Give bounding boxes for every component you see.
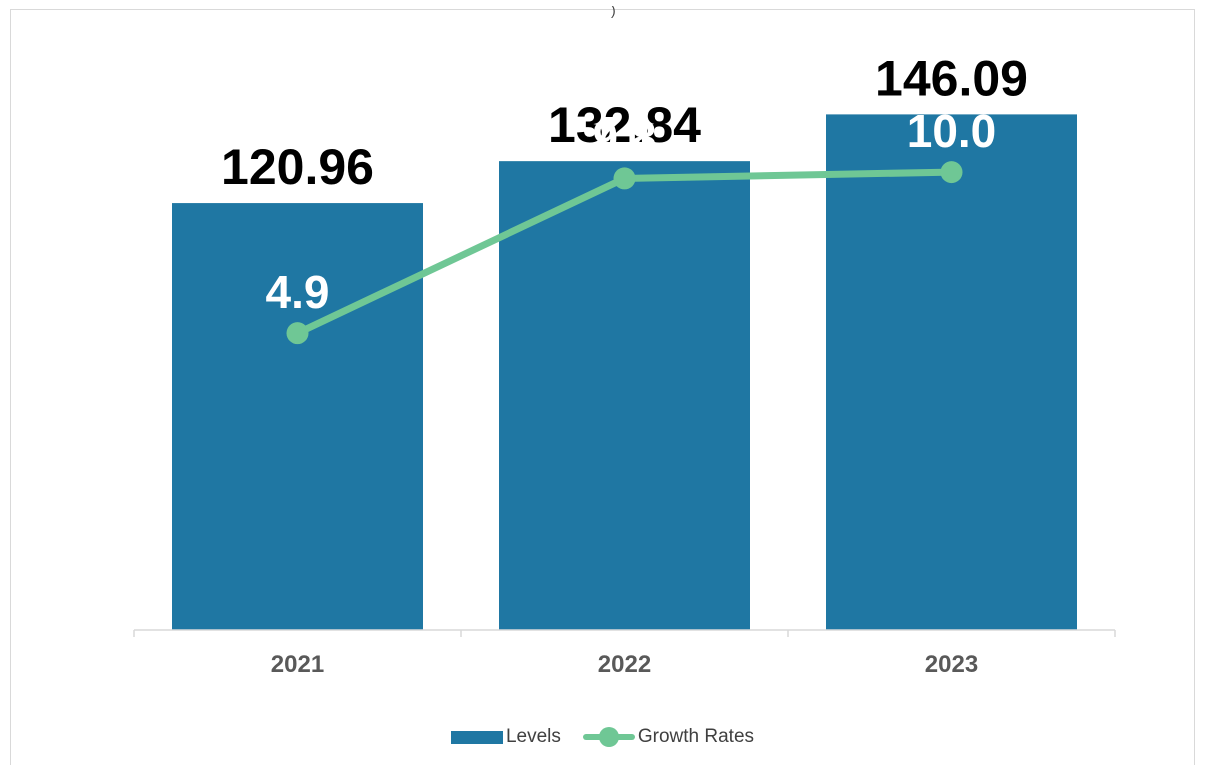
chart-frame: ) (10, 6, 1195, 765)
growth-rate-point-2022 (613, 167, 636, 190)
bar-2022 (499, 161, 750, 630)
x-tick-label-2021: 2021 (271, 651, 324, 678)
bar-2023 (826, 114, 1077, 630)
x-tick-label-2023: 2023 (925, 651, 978, 678)
growth-rate-label-2023: 10.0 (907, 105, 997, 157)
growth-rate-point-2023 (940, 161, 963, 184)
growth-rate-point-2021 (286, 322, 309, 345)
legend-item-growth-rates: Growth Rates (561, 726, 754, 748)
growth-rate-label-2021: 4.9 (266, 266, 330, 318)
legend-label-growth-rates: Growth Rates (637, 726, 755, 747)
title-fragment: ) (611, 6, 616, 18)
legend-label-levels: Levels (505, 726, 561, 747)
bar-2021 (172, 203, 423, 631)
legend-swatch-growth-rates (582, 727, 635, 747)
growth-rate-label-2022: 9.8 (593, 111, 657, 163)
x-tick-label-2022: 2022 (598, 651, 651, 678)
bar-value-label-2022: 132.84 (548, 97, 701, 153)
bar-value-label-2021: 120.96 (221, 139, 374, 195)
legend-swatch-levels (450, 730, 503, 744)
legend-item-levels: Levels (450, 726, 561, 748)
bar-value-label-2023: 146.09 (875, 50, 1028, 106)
legend: Levels Growth Rates (0, 724, 1205, 750)
